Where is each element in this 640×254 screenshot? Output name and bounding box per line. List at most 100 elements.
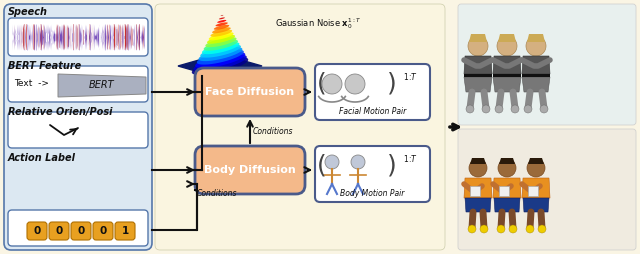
Polygon shape — [197, 50, 244, 65]
Text: 1: 1 — [122, 226, 129, 236]
FancyBboxPatch shape — [115, 222, 135, 240]
Circle shape — [469, 159, 487, 177]
Polygon shape — [192, 57, 248, 75]
Polygon shape — [195, 52, 245, 68]
Circle shape — [345, 74, 365, 94]
Text: Speech: Speech — [8, 7, 48, 17]
Text: $1\!:\!T$: $1\!:\!T$ — [403, 152, 418, 164]
Polygon shape — [470, 158, 486, 164]
Polygon shape — [522, 178, 550, 198]
FancyBboxPatch shape — [49, 222, 69, 240]
Circle shape — [480, 225, 488, 233]
Polygon shape — [523, 198, 549, 212]
Polygon shape — [493, 178, 521, 198]
Polygon shape — [221, 15, 223, 16]
Polygon shape — [58, 74, 146, 97]
Polygon shape — [464, 178, 492, 198]
Circle shape — [495, 105, 503, 113]
Polygon shape — [465, 198, 491, 212]
Polygon shape — [522, 56, 550, 74]
Text: $1\!:\!T$: $1\!:\!T$ — [403, 71, 418, 82]
FancyBboxPatch shape — [315, 64, 430, 120]
Polygon shape — [216, 22, 228, 26]
Polygon shape — [205, 37, 237, 47]
Polygon shape — [207, 35, 235, 44]
Text: BERT: BERT — [89, 81, 115, 90]
Circle shape — [538, 225, 546, 233]
Polygon shape — [493, 56, 521, 74]
Circle shape — [322, 74, 342, 94]
Polygon shape — [469, 34, 487, 42]
FancyBboxPatch shape — [27, 222, 47, 240]
FancyBboxPatch shape — [8, 18, 148, 56]
FancyBboxPatch shape — [195, 68, 305, 116]
Text: (: ( — [317, 154, 327, 178]
FancyBboxPatch shape — [71, 222, 91, 240]
Circle shape — [526, 225, 534, 233]
Polygon shape — [217, 20, 227, 23]
Circle shape — [509, 225, 517, 233]
Circle shape — [325, 155, 339, 169]
Text: ): ) — [387, 154, 397, 178]
Polygon shape — [202, 42, 239, 54]
Polygon shape — [499, 158, 515, 164]
FancyBboxPatch shape — [155, 4, 445, 250]
FancyBboxPatch shape — [4, 4, 152, 250]
Polygon shape — [464, 74, 492, 77]
FancyBboxPatch shape — [8, 210, 148, 246]
Text: Body Motion Pair: Body Motion Pair — [340, 189, 404, 198]
Polygon shape — [211, 30, 232, 37]
Text: Gaussian Noise $\mathbf{x}_0^{1:T}$: Gaussian Noise $\mathbf{x}_0^{1:T}$ — [275, 17, 362, 31]
Polygon shape — [527, 34, 545, 42]
Polygon shape — [493, 77, 521, 92]
FancyBboxPatch shape — [195, 146, 305, 194]
Polygon shape — [464, 56, 492, 74]
Text: 0: 0 — [56, 226, 63, 236]
Circle shape — [497, 225, 505, 233]
Polygon shape — [200, 45, 241, 58]
FancyBboxPatch shape — [93, 222, 113, 240]
Circle shape — [511, 105, 519, 113]
FancyBboxPatch shape — [8, 112, 148, 148]
Text: Conditions: Conditions — [197, 189, 237, 198]
Polygon shape — [499, 186, 509, 196]
Circle shape — [498, 159, 516, 177]
Polygon shape — [209, 32, 234, 40]
Polygon shape — [493, 74, 521, 77]
Text: BERT Feature: BERT Feature — [8, 61, 81, 71]
Text: Text  ->: Text -> — [14, 80, 49, 88]
FancyBboxPatch shape — [458, 129, 636, 250]
Text: Relative Orien/Posi: Relative Orien/Posi — [8, 107, 113, 117]
Text: 0: 0 — [33, 226, 40, 236]
Polygon shape — [212, 27, 231, 33]
Polygon shape — [494, 198, 520, 212]
Circle shape — [497, 36, 517, 56]
Text: (: ( — [317, 72, 327, 96]
Polygon shape — [470, 186, 480, 196]
Circle shape — [540, 105, 548, 113]
Polygon shape — [204, 40, 238, 51]
Text: Body Diffusion: Body Diffusion — [204, 165, 296, 175]
Text: Conditions: Conditions — [253, 126, 294, 135]
Text: ): ) — [387, 72, 397, 96]
Polygon shape — [214, 25, 229, 30]
FancyBboxPatch shape — [8, 66, 148, 102]
Polygon shape — [528, 158, 544, 164]
FancyBboxPatch shape — [458, 4, 636, 125]
Polygon shape — [498, 34, 516, 42]
Text: Action Label: Action Label — [8, 153, 76, 163]
Polygon shape — [528, 186, 538, 196]
Polygon shape — [464, 77, 492, 92]
Circle shape — [526, 36, 546, 56]
Polygon shape — [193, 54, 247, 72]
Polygon shape — [219, 18, 225, 19]
FancyBboxPatch shape — [315, 146, 430, 202]
Circle shape — [468, 225, 476, 233]
Circle shape — [524, 105, 532, 113]
Text: 0: 0 — [99, 226, 107, 236]
Text: 0: 0 — [77, 226, 84, 236]
Polygon shape — [198, 47, 243, 61]
Circle shape — [468, 36, 488, 56]
Polygon shape — [522, 74, 550, 77]
Circle shape — [527, 159, 545, 177]
